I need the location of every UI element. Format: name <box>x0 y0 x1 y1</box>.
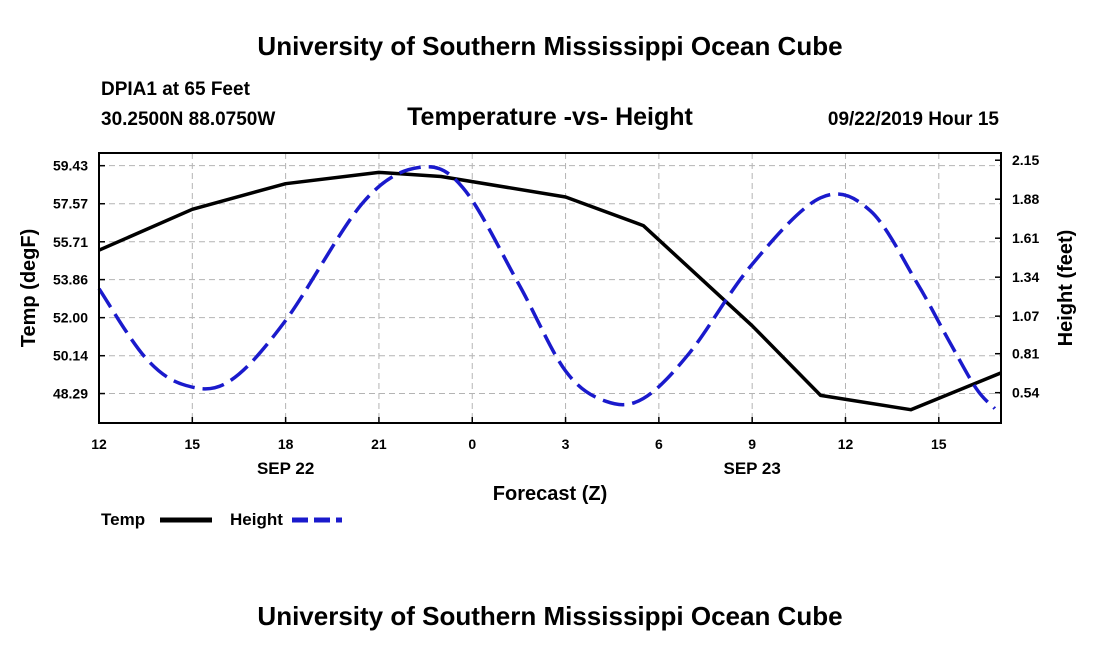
grid-lines <box>99 153 1001 423</box>
series-line-height <box>97 165 997 410</box>
x-tick-label: 9 <box>748 436 756 452</box>
plot-frame <box>98 152 1002 424</box>
y-right-tick-label: 1.34 <box>1012 269 1039 285</box>
series-lines <box>97 165 1002 412</box>
y-right-tick-label: 1.61 <box>1012 230 1039 246</box>
x-tick-label: 15 <box>931 436 947 452</box>
page-title: University of Southern Mississippi Ocean… <box>257 31 842 61</box>
x-tick-label: 21 <box>371 436 387 452</box>
y-left-tick-label: 59.43 <box>53 158 88 174</box>
y-left-tick-label: 48.29 <box>53 386 88 402</box>
y-right-tick-label: 1.07 <box>1012 308 1039 324</box>
chart-title: Temperature -vs- Height <box>407 103 693 131</box>
legend-temp-label: Temp <box>101 510 145 529</box>
y-left-tick-label: 53.86 <box>53 272 88 288</box>
x-tick-label: 0 <box>468 436 476 452</box>
date-label: SEP 22 <box>257 459 314 478</box>
x-tick-label: 12 <box>91 436 107 452</box>
x-tick-label: 12 <box>838 436 854 452</box>
y-left-tick-label: 52.00 <box>53 310 88 326</box>
valid-time-label: 09/22/2019 Hour 15 <box>828 109 1000 130</box>
y-right-tick-label: 0.54 <box>1012 385 1039 401</box>
x-tick-label: 6 <box>655 436 663 452</box>
y-right-tick-label: 0.81 <box>1012 346 1039 362</box>
series-line-temp <box>98 170 1002 412</box>
y-right-tick-label: 1.88 <box>1012 191 1039 207</box>
y-left-tick-label: 55.71 <box>53 234 88 250</box>
y-axis-right-label: Height (feet) <box>1055 230 1077 347</box>
x-axis-label: Forecast (Z) <box>493 483 607 505</box>
date-label: SEP 23 <box>724 459 781 478</box>
footer-title: University of Southern Mississippi Ocean… <box>257 601 842 631</box>
y-left-tick-label: 57.57 <box>53 196 88 212</box>
y-axis-left-label: Temp (degF) <box>18 229 40 348</box>
tick-labels: 12 15 18 21 0 3 6 9 12 15 SEP 22 SEP 23 59.43 57.57 55… <box>53 152 1040 478</box>
x-tick-label: 3 <box>562 436 570 452</box>
coordinates-label: 30.2500N 88.0750W <box>101 109 275 130</box>
legend-height-label: Height <box>230 510 283 529</box>
legend: Temp Height <box>101 510 342 529</box>
y-right-tick-label: 2.15 <box>1012 152 1039 168</box>
x-tick-label: 18 <box>278 436 294 452</box>
y-left-tick-label: 50.14 <box>53 348 88 364</box>
station-label: DPIA1 at 65 Feet <box>101 79 251 100</box>
x-tick-label: 15 <box>185 436 201 452</box>
